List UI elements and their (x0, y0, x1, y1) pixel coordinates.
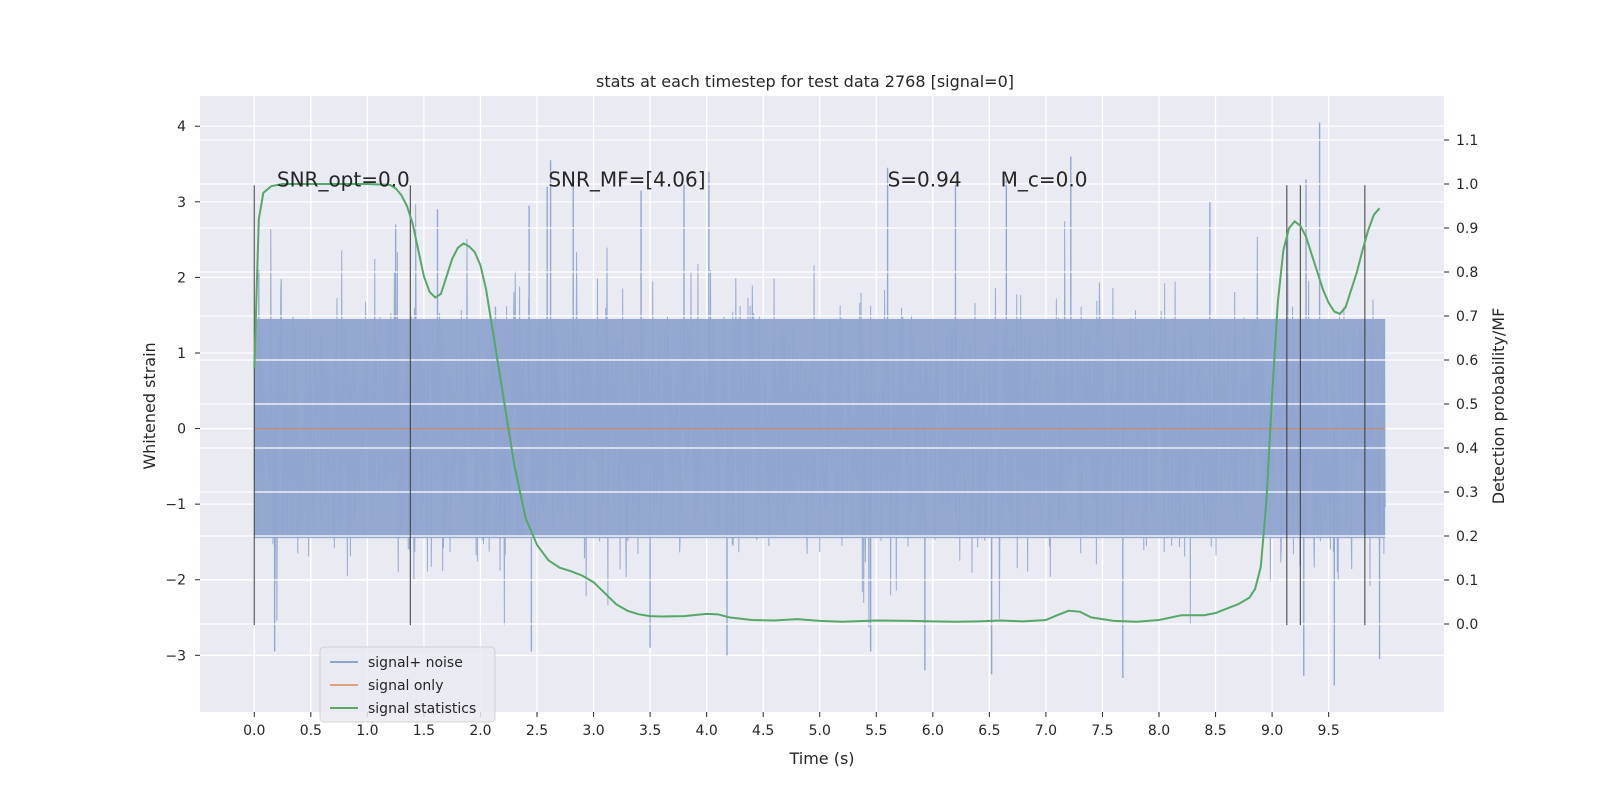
y2-tick-label: 0.6 (1456, 353, 1478, 369)
y2-tick-label: 0.3 (1456, 485, 1478, 501)
y2-tick-label: 0.9 (1456, 221, 1478, 237)
x-tick-label: 5.5 (865, 723, 887, 739)
y2-tick-label: 0.5 (1456, 397, 1478, 413)
x-tick-label: 4.0 (696, 723, 718, 739)
x-tick-label: 3.0 (582, 723, 604, 739)
y2-tick-label: 0.8 (1456, 265, 1478, 281)
x-tick-label: 7.0 (1035, 723, 1057, 739)
y2-tick-label: 0.1 (1456, 573, 1478, 589)
vertical-markers (253, 185, 1366, 626)
y-tick-label: 3 (177, 195, 186, 211)
y2-tick-label: 0.4 (1456, 441, 1478, 457)
legend-label: signal only (368, 678, 443, 694)
chart-title: stats at each timestep for test data 276… (596, 72, 1014, 91)
x-tick-label: 6.5 (978, 723, 1000, 739)
x-tick-label: 5.0 (809, 723, 831, 739)
x-tick-label: 0.0 (243, 723, 265, 739)
secondary-grid (200, 139, 1444, 625)
annotation: S=0.94 (888, 168, 962, 192)
legend: signal+ noise signal only signal statistic… (319, 646, 496, 723)
x-tick-label: 4.5 (752, 723, 774, 739)
y-tick-label: 2 (177, 270, 186, 286)
x-tick-label: 7.5 (1091, 723, 1113, 739)
y-axis-label: Whitened strain (140, 342, 159, 469)
y2-tick-label: 0.0 (1456, 617, 1478, 633)
x-tick-label: 9.5 (1318, 723, 1340, 739)
y2-axis-label: Detection probability/MF (1489, 308, 1508, 505)
annotation: SNR_opt=0.0 (277, 168, 410, 192)
x-axis: 0.0 0.5 1.0 1.5 2.0 2.5 3.0 3.5 4.0 4.5 5.0 5.5 6.0 6… (243, 712, 1340, 739)
annotations: SNR_opt=0.0 SNR_MF=[4.06] S=0.94 M_c=0.0 (277, 168, 1088, 192)
x-tick-label: 6.0 (922, 723, 944, 739)
x-tick-label: 1.0 (356, 723, 378, 739)
y2-axis: 0.0 0.1 0.2 0.3 0.4 0.5 0.6 0.7 0.8 0.9 1.0 1.1 (1444, 133, 1478, 633)
y2-tick-label: 0.7 (1456, 309, 1478, 325)
annotation: M_c=0.0 (1001, 168, 1088, 192)
y-tick-label: −1 (165, 497, 186, 513)
signal-statistics-line (253, 183, 1381, 623)
y-tick-label: −3 (165, 648, 186, 664)
x-tick-label: 9.0 (1261, 723, 1283, 739)
legend-label: signal statistics (368, 701, 476, 717)
y-tick-label: 0 (177, 422, 186, 438)
legend-box (319, 646, 496, 723)
x-tick-label: 0.5 (300, 723, 322, 739)
x-tick-label: 3.5 (639, 723, 661, 739)
legend-label: signal+ noise (368, 655, 463, 671)
y-tick-label: 4 (177, 119, 186, 135)
y2-tick-label: 1.0 (1456, 177, 1478, 193)
y2-tick-label: 1.1 (1456, 133, 1478, 149)
y2-tick-label: 0.2 (1456, 529, 1478, 545)
x-tick-label: 1.5 (413, 723, 435, 739)
x-tick-label: 8.0 (1148, 723, 1170, 739)
x-tick-label: 8.5 (1204, 723, 1226, 739)
y-tick-label: 1 (177, 346, 186, 362)
noise-trace (253, 204, 1386, 628)
y-axis: −3 −2 −1 0 1 2 3 4 (165, 119, 200, 664)
x-tick-label: 2.5 (526, 723, 548, 739)
y-tick-label: −2 (165, 573, 186, 589)
x-axis-label: Time (s) (788, 749, 854, 768)
x-tick-label: 2.0 (469, 723, 491, 739)
annotation: SNR_MF=[4.06] (548, 168, 705, 192)
signal-statistics-series (253, 183, 1381, 623)
